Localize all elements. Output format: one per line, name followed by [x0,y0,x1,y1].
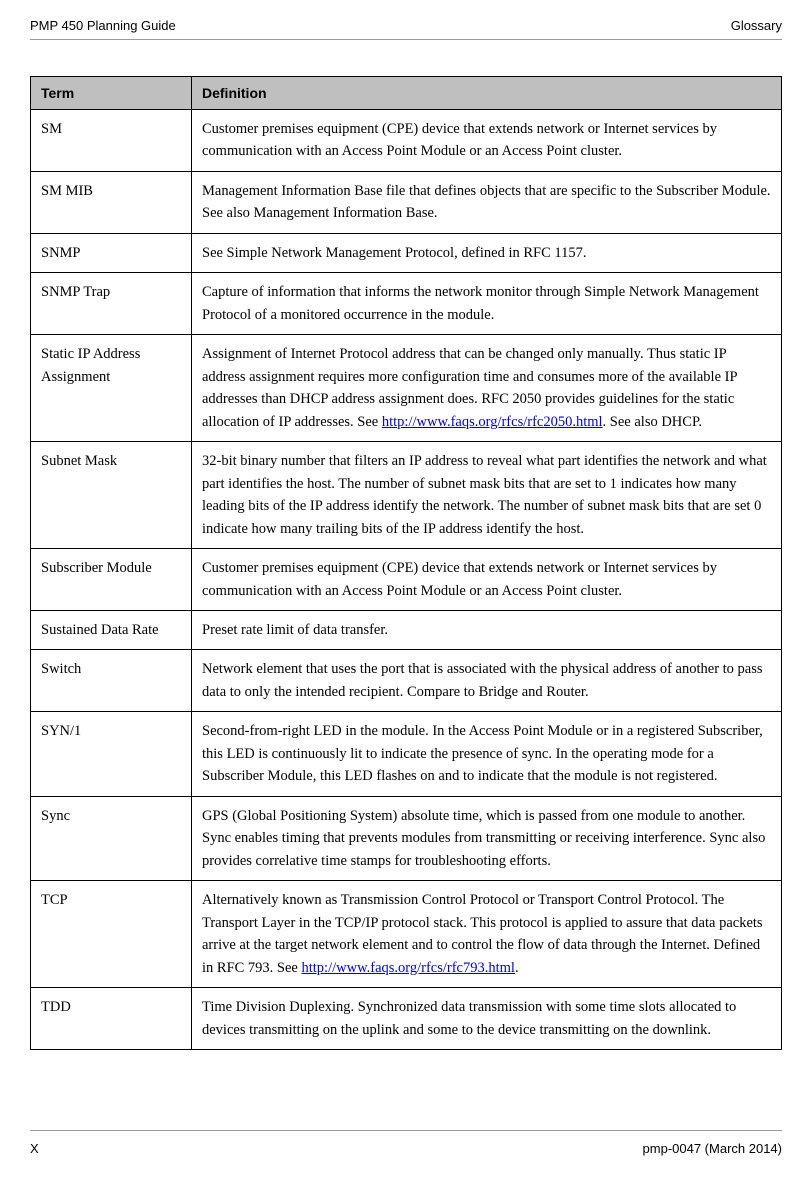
table-header-row: Term Definition [31,77,782,110]
definition-cell: See Simple Network Management Protocol, … [192,233,782,272]
page-header: PMP 450 Planning Guide Glossary [30,18,782,40]
table-row: Static IP Address AssignmentAssignment o… [31,335,782,442]
definition-cell: Preset rate limit of data transfer. [192,610,782,649]
term-cell: SM MIB [31,171,192,233]
table-row: Sustained Data RatePreset rate limit of … [31,610,782,649]
footer-left: X [30,1141,39,1156]
col-definition: Definition [192,77,782,110]
table-row: SNMPSee Simple Network Management Protoc… [31,233,782,272]
table-row: SNMP TrapCapture of information that inf… [31,273,782,335]
definition-cell: GPS (Global Positioning System) absolute… [192,796,782,880]
definition-link[interactable]: http://www.faqs.org/rfcs/rfc2050.html [382,414,603,430]
table-row: SMCustomer premises equipment (CPE) devi… [31,110,782,172]
definition-link[interactable]: http://www.faqs.org/rfcs/rfc793.html [302,960,515,976]
page-footer: X pmp-0047 (March 2014) [30,1130,782,1156]
col-term: Term [31,77,192,110]
term-cell: Sustained Data Rate [31,610,192,649]
definition-cell: Management Information Base file that de… [192,171,782,233]
definition-cell: Customer premises equipment (CPE) device… [192,549,782,611]
term-cell: SM [31,110,192,172]
term-cell: Switch [31,650,192,712]
table-row: SyncGPS (Global Positioning System) abso… [31,796,782,880]
term-cell: SYN/1 [31,712,192,796]
footer-right: pmp-0047 (March 2014) [643,1141,782,1156]
table-row: SM MIBManagement Information Base file t… [31,171,782,233]
header-left: PMP 450 Planning Guide [30,18,176,33]
term-cell: Subnet Mask [31,442,192,549]
term-cell: Static IP Address Assignment [31,335,192,442]
definition-text: . See also DHCP. [603,414,703,430]
term-cell: TDD [31,988,192,1050]
table-row: SwitchNetwork element that uses the port… [31,650,782,712]
definition-cell: Assignment of Internet Protocol address … [192,335,782,442]
glossary-table: Term Definition SMCustomer premises equi… [30,76,782,1050]
definition-cell: Time Division Duplexing. Synchronized da… [192,988,782,1050]
table-row: TDDTime Division Duplexing. Synchronized… [31,988,782,1050]
term-cell: SNMP Trap [31,273,192,335]
definition-cell: Alternatively known as Transmission Cont… [192,881,782,988]
table-row: SYN/1Second-from-right LED in the module… [31,712,782,796]
table-row: TCPAlternatively known as Transmission C… [31,881,782,988]
term-cell: Subscriber Module [31,549,192,611]
definition-cell: Capture of information that informs the … [192,273,782,335]
term-cell: TCP [31,881,192,988]
definition-cell: Network element that uses the port that … [192,650,782,712]
header-right: Glossary [731,18,782,33]
term-cell: Sync [31,796,192,880]
definition-cell: Customer premises equipment (CPE) device… [192,110,782,172]
definition-text: . [515,960,519,976]
definition-cell: 32-bit binary number that filters an IP … [192,442,782,549]
definition-cell: Second-from-right LED in the module. In … [192,712,782,796]
term-cell: SNMP [31,233,192,272]
table-row: Subscriber ModuleCustomer premises equip… [31,549,782,611]
table-row: Subnet Mask32-bit binary number that fil… [31,442,782,549]
